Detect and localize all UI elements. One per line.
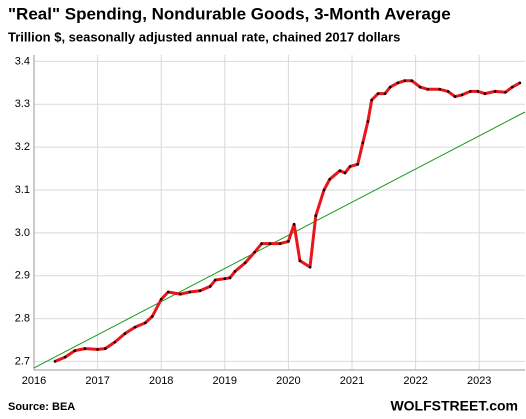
data-point (469, 90, 472, 93)
data-point (103, 347, 107, 350)
data-point (73, 349, 77, 353)
data-point (208, 285, 212, 288)
data-point (150, 315, 154, 318)
x-tick-label: 2023 (467, 375, 491, 387)
data-point (446, 90, 450, 93)
data-point (308, 265, 312, 269)
data-point (453, 95, 457, 98)
data-point (253, 250, 256, 254)
data-point (356, 162, 360, 166)
data-point (278, 242, 282, 245)
data-point (63, 355, 67, 359)
data-point (348, 165, 352, 168)
data-point (233, 270, 237, 273)
y-tick-label: 2.8 (15, 312, 30, 324)
data-point (133, 325, 137, 329)
y-tick-label: 2.7 (15, 355, 30, 367)
data-point (460, 93, 464, 97)
x-tick-label: 2022 (403, 375, 427, 387)
x-tick-label: 2017 (85, 375, 109, 387)
data-point (268, 242, 272, 245)
y-tick-label: 3.4 (15, 55, 30, 67)
data-point (518, 81, 522, 85)
data-point (376, 92, 380, 95)
x-tick-label: 2019 (213, 375, 237, 387)
series-line (33, 111, 526, 369)
chart-title: "Real" Spending, Nondurable Goods, 3-Mon… (8, 4, 451, 23)
data-point (343, 171, 347, 175)
data-point (188, 290, 192, 294)
data-point (298, 259, 302, 263)
chart-subtitle: Trillion $, seasonally adjusted annual r… (8, 29, 400, 44)
data-point (223, 277, 227, 281)
data-point (292, 222, 296, 226)
source: Source: BEA (8, 401, 75, 413)
y-tick-label: 3.0 (15, 227, 30, 239)
watermark: WOLFSTREET.com (390, 398, 518, 414)
data-point (370, 98, 374, 102)
x-tick-label: 2018 (149, 375, 173, 387)
data-point (503, 90, 507, 94)
y-tick-label: 2.9 (15, 270, 30, 282)
data-point (483, 92, 487, 95)
data-point (198, 289, 202, 293)
data-point (166, 290, 170, 294)
data-point (396, 81, 400, 85)
data-point (287, 240, 290, 243)
data-point (426, 87, 429, 91)
data-point (213, 278, 217, 282)
data-point (83, 347, 87, 350)
data-point (144, 321, 147, 325)
data-point (113, 340, 117, 344)
data-point (410, 79, 414, 83)
data-point (388, 85, 392, 89)
data-point (366, 120, 370, 123)
data-point (243, 261, 247, 265)
data-point (328, 177, 332, 181)
data-point (260, 242, 263, 245)
data-point (438, 87, 442, 91)
data-point (53, 360, 57, 363)
y-tick-label: 3.3 (15, 98, 30, 110)
y-tick-label: 3.2 (15, 141, 30, 153)
data-point (228, 276, 232, 280)
x-tick-label: 2016 (22, 375, 46, 387)
x-tick-label: 2020 (276, 375, 300, 387)
data-point (96, 348, 99, 351)
data-point (178, 292, 182, 296)
data-point (314, 214, 318, 218)
data-point (403, 79, 407, 83)
data-point (123, 332, 127, 335)
data-point (361, 141, 365, 145)
data-point (383, 92, 387, 95)
data-point (159, 297, 163, 301)
data-point (322, 188, 326, 192)
data-point (476, 90, 480, 93)
data-point (338, 169, 342, 173)
y-tick-label: 3.1 (15, 184, 30, 196)
data-point (510, 85, 514, 89)
series-line (54, 79, 521, 363)
data-point (418, 85, 422, 89)
data-point (493, 90, 497, 93)
x-tick-label: 2021 (340, 375, 364, 387)
